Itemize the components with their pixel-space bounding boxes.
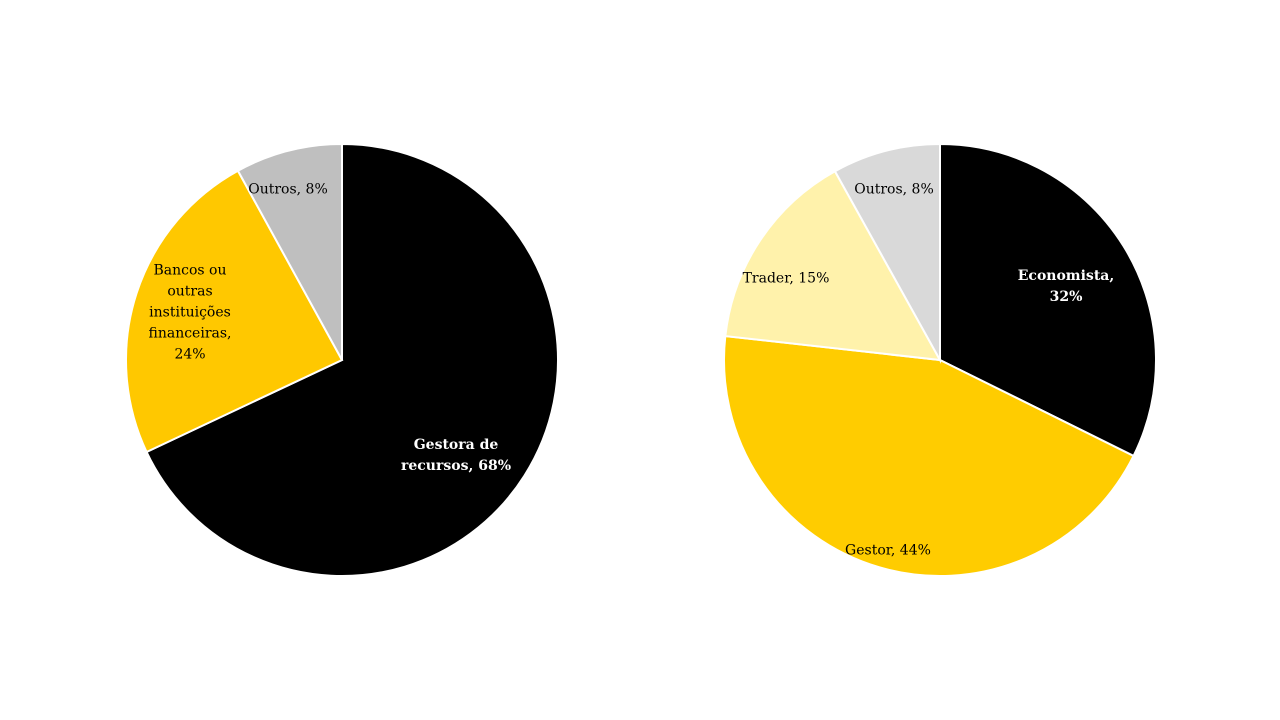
- pie-slice: [723, 334, 1135, 577]
- data-label: Outros, 8%: [248, 181, 328, 198]
- data-label: Gestora de recursos, 68%: [401, 437, 511, 474]
- pie-slice: [125, 169, 344, 454]
- pie-slice: [236, 142, 343, 361]
- pie-slice: [724, 169, 942, 362]
- data-label: Bancos ou outras instituições financeira…: [148, 262, 232, 363]
- data-label: Outros, 8%: [854, 181, 934, 198]
- data-label: Economista, 32%: [1017, 268, 1115, 305]
- pie-slice: [145, 142, 559, 577]
- data-label: Trader, 15%: [742, 270, 830, 287]
- pie-slice: [939, 142, 1157, 458]
- pie-slice: [833, 142, 941, 364]
- data-label: Gestor, 44%: [845, 542, 931, 559]
